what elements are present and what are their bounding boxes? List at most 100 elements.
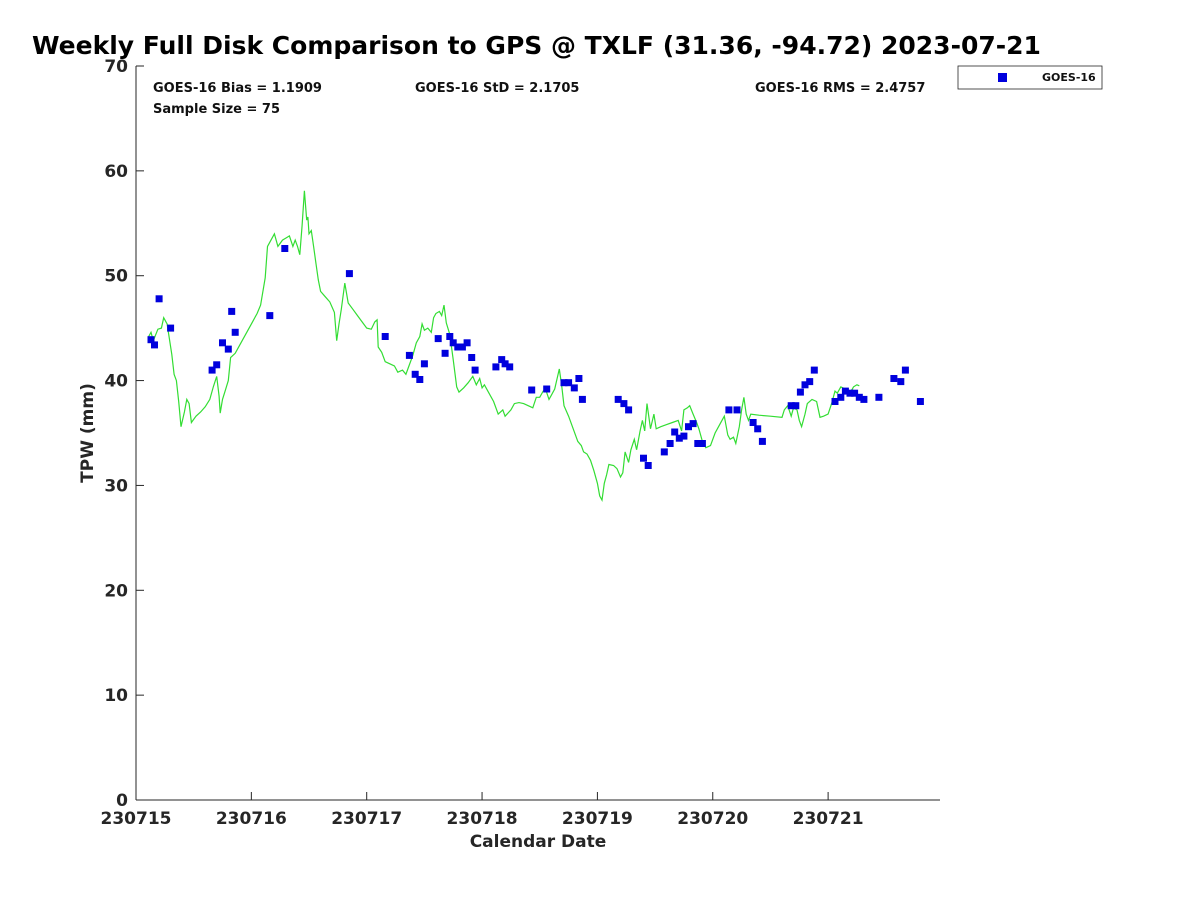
goes-16-point bbox=[208, 366, 216, 374]
goes-16-point bbox=[441, 349, 449, 357]
x-tick-label: 230719 bbox=[562, 809, 633, 829]
chart-title: Weekly Full Disk Comparison to GPS @ TXL… bbox=[32, 31, 1041, 60]
goes-16-point bbox=[698, 440, 706, 447]
goes-16-point bbox=[644, 462, 652, 469]
goes-16-series bbox=[147, 245, 924, 469]
y-tick-label: 70 bbox=[104, 57, 128, 77]
x-tick-label: 230716 bbox=[216, 809, 287, 829]
goes-16-point bbox=[831, 398, 839, 405]
goes-16-point bbox=[446, 333, 454, 340]
goes-16-point bbox=[758, 437, 766, 445]
goes-16-point bbox=[228, 307, 236, 315]
y-tick-label: 20 bbox=[104, 581, 128, 601]
goes-16-point bbox=[733, 406, 741, 414]
goes-16-point bbox=[625, 406, 633, 414]
gps-series-line bbox=[148, 190, 860, 502]
goes-16-point bbox=[219, 339, 226, 347]
goes-16-point bbox=[897, 378, 905, 386]
goes-16-point bbox=[420, 360, 428, 368]
goes-16-point bbox=[560, 379, 568, 387]
goes-16-point bbox=[381, 333, 389, 340]
goes-16-point bbox=[501, 360, 509, 368]
legend-label: GOES-16 bbox=[1042, 71, 1096, 84]
goes-16-point bbox=[231, 328, 239, 336]
x-tick-label: 230720 bbox=[677, 809, 748, 829]
goes-16-point bbox=[801, 381, 809, 389]
goes-16-point bbox=[213, 361, 221, 369]
x-axis-label: Calendar Date bbox=[470, 832, 607, 852]
x-tick-label: 230717 bbox=[331, 809, 402, 829]
y-tick-label: 40 bbox=[104, 372, 128, 392]
goes-16-point bbox=[792, 402, 800, 410]
goes-16-point bbox=[463, 339, 471, 347]
goes-16-point bbox=[806, 378, 814, 386]
goes-16-point bbox=[855, 393, 863, 401]
goes-16-point bbox=[614, 395, 622, 403]
goes-16-point bbox=[155, 295, 163, 303]
y-axis-label: TPW (mm) bbox=[78, 383, 98, 483]
y-tick-label: 30 bbox=[104, 476, 128, 496]
goes-16-point bbox=[570, 384, 578, 392]
goes-16-point bbox=[454, 343, 462, 351]
goes-16-point bbox=[685, 423, 692, 431]
y-tick-label: 50 bbox=[104, 267, 128, 287]
goes-16-point bbox=[689, 420, 697, 428]
goes-16-point bbox=[680, 432, 688, 440]
x-tick-label: 230715 bbox=[101, 809, 172, 829]
goes-16-point bbox=[147, 336, 155, 344]
y-axis-ticks: 0 10 20 30 40 50 60 70 bbox=[104, 57, 144, 811]
y-tick-label: 60 bbox=[104, 162, 128, 182]
goes-16-point bbox=[916, 398, 924, 405]
goes-16-point bbox=[498, 356, 506, 364]
goes-16-point bbox=[266, 312, 274, 320]
sample-size-stat: Sample Size = 75 bbox=[153, 102, 280, 117]
goes-16-point bbox=[411, 370, 419, 378]
goes-16-point bbox=[506, 363, 514, 371]
goes-16-point bbox=[890, 375, 898, 382]
goes-16-point bbox=[901, 366, 909, 374]
goes-16-point bbox=[810, 366, 818, 374]
goes-16-point bbox=[458, 343, 466, 351]
rms-stat: GOES-16 RMS = 2.4757 bbox=[755, 81, 925, 96]
goes-16-point bbox=[860, 395, 868, 403]
goes-16-point bbox=[841, 387, 849, 395]
goes-16-point bbox=[851, 389, 859, 397]
goes-16-point bbox=[666, 440, 674, 447]
bias-stat: GOES-16 Bias = 1.1909 bbox=[153, 81, 322, 96]
goes-16-point bbox=[578, 395, 586, 403]
goes-16-point bbox=[416, 376, 424, 383]
plot-area bbox=[136, 66, 940, 800]
legend-marker bbox=[998, 73, 1007, 82]
goes-16-point bbox=[754, 425, 762, 433]
x-tick-label: 230718 bbox=[447, 809, 518, 829]
x-axis-ticks: 230715 230716 230717 230718 230719 230720 2307… bbox=[101, 792, 864, 829]
goes-16-point bbox=[675, 434, 683, 442]
goes-16-point bbox=[846, 389, 854, 397]
goes-16-point bbox=[694, 440, 702, 447]
goes-16-point bbox=[543, 385, 551, 393]
y-tick-label: 10 bbox=[104, 686, 128, 706]
goes-16-point bbox=[449, 339, 457, 347]
goes-16-point bbox=[151, 341, 158, 349]
goes-16-point bbox=[345, 270, 353, 278]
goes-16-point bbox=[725, 406, 733, 414]
goes-16-point bbox=[749, 419, 757, 426]
y-tick-label: 0 bbox=[116, 791, 128, 811]
goes-16-point bbox=[434, 335, 442, 343]
goes-16-point bbox=[796, 388, 804, 396]
goes-16-point bbox=[492, 363, 500, 371]
std-stat: GOES-16 StD = 2.1705 bbox=[415, 81, 579, 96]
goes-16-point bbox=[565, 379, 573, 387]
goes-16-point bbox=[660, 448, 668, 456]
goes-16-point bbox=[787, 402, 795, 410]
goes-16-point bbox=[468, 354, 476, 361]
goes-16-point bbox=[528, 386, 536, 394]
goes-16-point bbox=[224, 345, 232, 353]
goes-16-point bbox=[875, 393, 883, 401]
goes-16-point bbox=[471, 366, 479, 374]
legend-box bbox=[957, 65, 1103, 90]
goes-16-point bbox=[281, 245, 289, 252]
goes-16-point bbox=[575, 375, 583, 382]
goes-16-point bbox=[837, 393, 845, 401]
